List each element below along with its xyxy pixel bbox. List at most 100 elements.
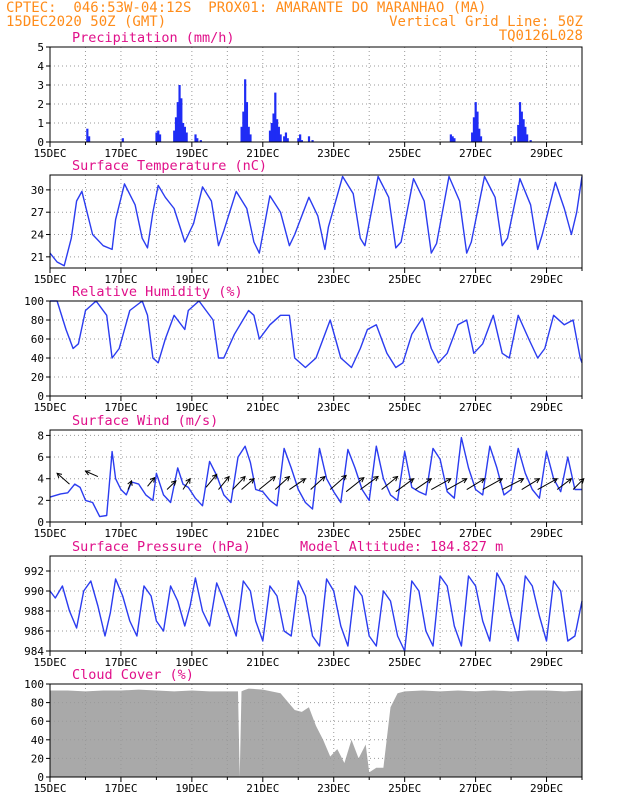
precip-bar [479,136,483,142]
precip-bar [277,126,280,142]
series-line-pressure [49,572,583,652]
precip-bar [183,126,186,142]
wind-arrow-head [284,475,291,482]
wind-arrow-head [341,474,347,481]
y-tick-label: 80 [31,314,44,327]
header-run-time: 15DEC2020 50Z (GMT) [6,14,167,30]
y-tick-label: 2 [37,98,44,111]
precip-bar [86,128,89,142]
y-tick-label: 3 [37,79,44,92]
x-tick-label: 19DEC [175,527,208,540]
precip-bar [185,132,188,142]
precip-bar [451,136,454,142]
x-tick-label: 27DEC [459,782,492,795]
precip-bar [300,140,304,142]
wind-arrow-head [552,478,559,484]
wind-arrow [232,476,246,490]
y-tick-label: 8 [37,429,44,442]
wind-arrow-head [185,477,191,484]
header-station: CPTEC: 046:53W-04:12S PROX01: AMARANTE D… [6,0,487,16]
wind-arrow-head [461,478,468,484]
precip-bar [474,102,477,142]
y-tick-label: 40 [31,734,44,747]
wind-arrow [381,476,398,490]
cloud-area [50,688,582,777]
wind-arrow-head [248,478,255,484]
x-tick-label: 23DEC [317,147,350,160]
precip-bar [247,126,250,142]
wind-arrow [182,478,191,490]
wind-arrow-head [408,478,415,484]
x-tick-label: 29DEC [530,147,563,160]
x-tick-label: 29DEC [530,782,563,795]
x-tick-label: 25DEC [388,147,421,160]
wind-arrow-head [445,478,452,484]
precip-bar [513,136,516,142]
wind-arrow-head [319,475,326,482]
y-tick-label: 6 [37,451,44,464]
precip-bar [449,134,452,142]
precip-bar [268,130,272,142]
precip-bar [157,130,160,142]
wind-arrow-head [300,478,307,484]
x-tick-label: 15DEC [33,656,66,669]
wind-arrow-head [534,478,541,484]
x-tick-label: 17DEC [104,147,137,160]
y-tick-label: 21 [31,251,44,264]
panel-frame [49,300,583,397]
y-tick-label: 984 [24,645,44,658]
y-tick-label: 60 [31,715,44,728]
precip-bar [199,140,202,142]
x-tick-label: 27DEC [459,147,492,160]
x-tick-label: 17DEC [104,527,137,540]
y-tick-label: 4 [37,473,44,486]
x-tick-label: 17DEC [104,401,137,414]
x-tick-label: 29DEC [530,527,563,540]
x-tick-label: 21DEC [246,782,279,795]
x-tick-label: 19DEC [175,782,208,795]
precip-bar [520,111,523,142]
wind-arrow-head [578,477,585,484]
wind-arrow [166,480,177,490]
y-tick-label: 0 [37,136,44,149]
precip-bar [284,132,288,142]
y-tick-label: 990 [24,585,44,598]
wind-arrow-head [56,472,63,479]
wind-arrow-head [373,475,379,482]
precip-bar [476,111,479,142]
wind-arrow-head [426,478,433,484]
wind-arrow [218,476,230,490]
precip-bar [121,138,124,142]
wind-arrow-head [170,480,177,486]
panel-title-cloud: Cloud Cover (%) [72,667,194,683]
wind-arrow-head [392,475,399,482]
panel-frame [49,555,583,652]
panel-frame [49,174,583,269]
wind-arrow [482,478,503,490]
x-tick-label: 19DEC [175,401,208,414]
x-tick-label: 23DEC [317,782,350,795]
wind-arrow [258,476,276,490]
series-line-wind [49,436,582,518]
precip-bar [453,138,456,142]
x-tick-label: 19DEC [175,273,208,286]
precip-bar [242,111,245,142]
precip-bar [286,138,289,142]
y-tick-label: 24 [31,229,45,242]
x-tick-label: 21DEC [246,401,279,414]
panel-title-rh: Relative Humidity (%) [72,284,243,300]
precip-bar [173,130,176,142]
y-tick-label: 1 [37,117,44,130]
precip-bar [88,136,91,142]
wind-arrow-head [479,478,486,484]
y-tick-label: 4 [37,60,44,73]
x-tick-label: 21DEC [246,147,279,160]
x-tick-label: 21DEC [246,273,279,286]
panel-title-precip: Precipitation (mm/h) [72,30,235,46]
precip-bar [478,128,481,142]
wind-arrow-head [518,478,525,484]
series-line-rh [50,300,583,369]
precip-bar [297,138,300,142]
model-altitude-label: Model Altitude: 184.827 m [300,539,503,555]
